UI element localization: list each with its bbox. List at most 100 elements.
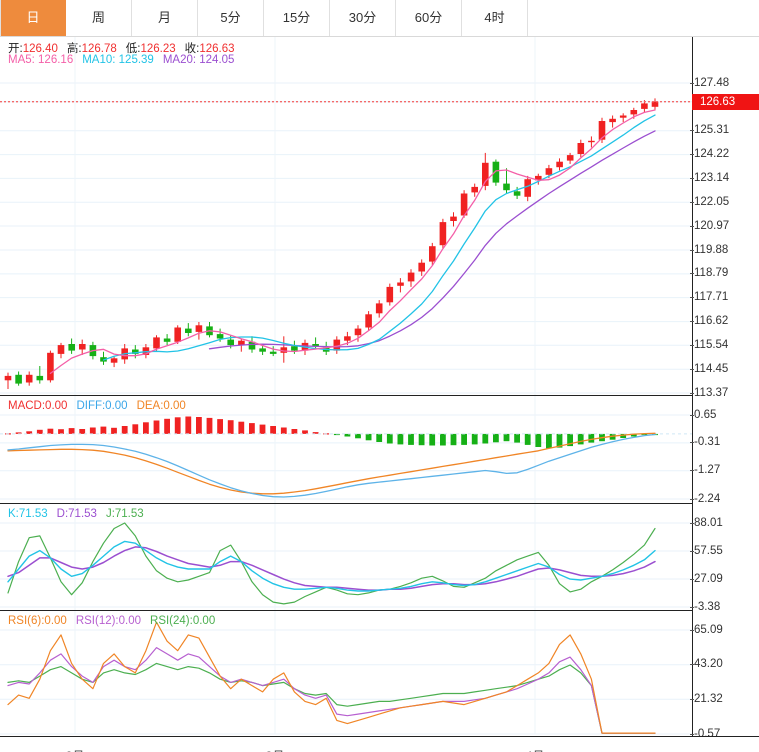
y-axis-tick: 115.54 — [689, 338, 729, 351]
macd-histogram-bar — [36, 429, 43, 434]
open-value: 126.40 — [22, 43, 58, 55]
macd-histogram-bar — [121, 426, 128, 434]
y-axis-column — [693, 37, 759, 736]
macd-histogram-bar — [312, 432, 319, 434]
ma20-value: MA20: 124.05 — [162, 54, 235, 66]
y-axis-tick: 124.22 — [689, 148, 730, 161]
y-axis-tick: 118.79 — [689, 267, 729, 280]
y-axis-tick: -0.31 — [689, 436, 721, 449]
timeframe-tab-5[interactable]: 30分 — [330, 0, 396, 36]
macd-histogram-bar — [217, 419, 223, 434]
macd-histogram-bar — [79, 429, 86, 434]
macd-histogram-bar — [429, 433, 436, 446]
timeframe-tab-0[interactable]: 日 — [0, 0, 66, 36]
y-axis-line — [692, 37, 693, 736]
candle — [195, 322, 203, 340]
kdj-j-value: J:71.53 — [105, 508, 144, 520]
macd-histogram-bar — [68, 428, 75, 434]
ma20-line — [208, 130, 656, 350]
x-axis-labels: 2月 3月 4月 — [0, 736, 759, 752]
low-value: 126.23 — [140, 43, 176, 55]
macd-histogram-bar — [153, 420, 160, 434]
y-axis-tick: 43.20 — [690, 658, 723, 671]
macd-histogram-bar — [524, 433, 531, 445]
y-axis-tick: 125.31 — [689, 124, 730, 137]
macd-histogram-bar — [89, 427, 96, 434]
candle — [269, 346, 277, 357]
y-axis-tick: -3.38 — [689, 600, 721, 613]
candle — [556, 158, 563, 171]
candle — [407, 269, 415, 287]
timeframe-tab-1[interactable]: 周 — [66, 0, 132, 36]
rsi6-value: RSI(6):0.00 — [8, 615, 67, 627]
candle — [460, 190, 468, 218]
macd-histogram-bar — [291, 429, 298, 434]
candle — [280, 336, 288, 363]
price-axis: 127.48 125.31 124.22 123.14 122.05 120.97 119.… — [689, 37, 758, 399]
macd-histogram-bar — [280, 427, 287, 434]
candle — [15, 371, 22, 386]
candle — [598, 117, 606, 143]
macd-histogram-bar — [546, 433, 552, 449]
timeframe-tab-6[interactable]: 60分 — [396, 0, 462, 36]
macd-legend: MACD:0.00 DIFF:0.00 DEA:0.00 — [8, 400, 186, 412]
candle — [503, 168, 510, 194]
macd-histogram-bar — [461, 433, 467, 445]
kdj-legend: K:71.53 D:71.53 J:71.53 — [8, 508, 144, 520]
macd-histogram-bar — [196, 417, 202, 434]
y-axis-tick: -2.24 — [689, 492, 721, 505]
y-axis-tick: 113.37 — [689, 386, 729, 399]
macd-histogram-bar — [365, 433, 372, 441]
macd-histogram-bar — [567, 433, 573, 447]
rsi24-line — [7, 662, 656, 734]
timeframe-tab-4[interactable]: 15分 — [264, 0, 330, 36]
candle — [375, 300, 383, 318]
macd-histogram-bar — [132, 424, 139, 434]
macd-histogram-bar — [386, 433, 393, 444]
macd-histogram-bar — [111, 427, 117, 434]
candle — [47, 350, 54, 383]
candle — [185, 323, 192, 337]
macd-histogram-bar — [355, 433, 361, 439]
macd-axis: 0.65 -0.31 -1.27 -2.24 — [689, 395, 758, 505]
timeframe-tab-3[interactable]: 5分 — [198, 0, 264, 36]
macd-histogram-bar — [174, 417, 181, 434]
panel-separator-kdj — [0, 503, 692, 504]
candle — [397, 278, 404, 293]
candle — [354, 325, 362, 342]
kdj-d-line — [7, 546, 656, 591]
timeframe-tab-2[interactable]: 月 — [132, 0, 198, 36]
macd-histogram-bar — [333, 433, 340, 436]
candle — [566, 152, 574, 164]
macd-histogram-bar — [185, 416, 192, 434]
macd-histogram-bar — [556, 433, 563, 448]
macd-histogram-bar — [143, 422, 149, 434]
macd-diff-line — [7, 433, 656, 498]
y-axis-tick: 65.09 — [690, 623, 723, 636]
candle — [450, 212, 457, 227]
candle — [439, 218, 447, 249]
macd-histogram-bar — [630, 433, 637, 437]
tab-bar-filler — [528, 0, 759, 36]
chart-canvas[interactable] — [0, 37, 759, 736]
chart-plot-area[interactable]: 127.48 125.31 124.22 123.14 122.05 120.97 119.… — [0, 37, 759, 752]
y-axis-tick: 127.48 — [689, 76, 730, 89]
rsi-axis: 65.09 43.20 21.32 -0.57 — [689, 610, 758, 740]
macd-histogram-bar — [227, 420, 234, 434]
candle — [524, 175, 531, 202]
candle — [365, 311, 372, 331]
macd-histogram-bar — [344, 433, 351, 437]
candle — [588, 136, 595, 148]
ma5-line — [49, 109, 656, 375]
macd-histogram-bar — [577, 433, 584, 445]
candle — [609, 115, 616, 128]
candle — [25, 371, 33, 386]
macd-dea-line — [7, 432, 656, 495]
last-price-badge: 126.63 — [692, 93, 759, 110]
timeframe-tab-7[interactable]: 4时 — [462, 0, 528, 36]
y-axis-tick: 123.14 — [689, 171, 730, 184]
ohlc-line: 开:126.40 高:126.78 低:126.23 收:126.63 — [8, 40, 235, 56]
macd-histogram-bar — [440, 433, 446, 446]
candle — [429, 242, 436, 265]
candle — [492, 159, 500, 186]
